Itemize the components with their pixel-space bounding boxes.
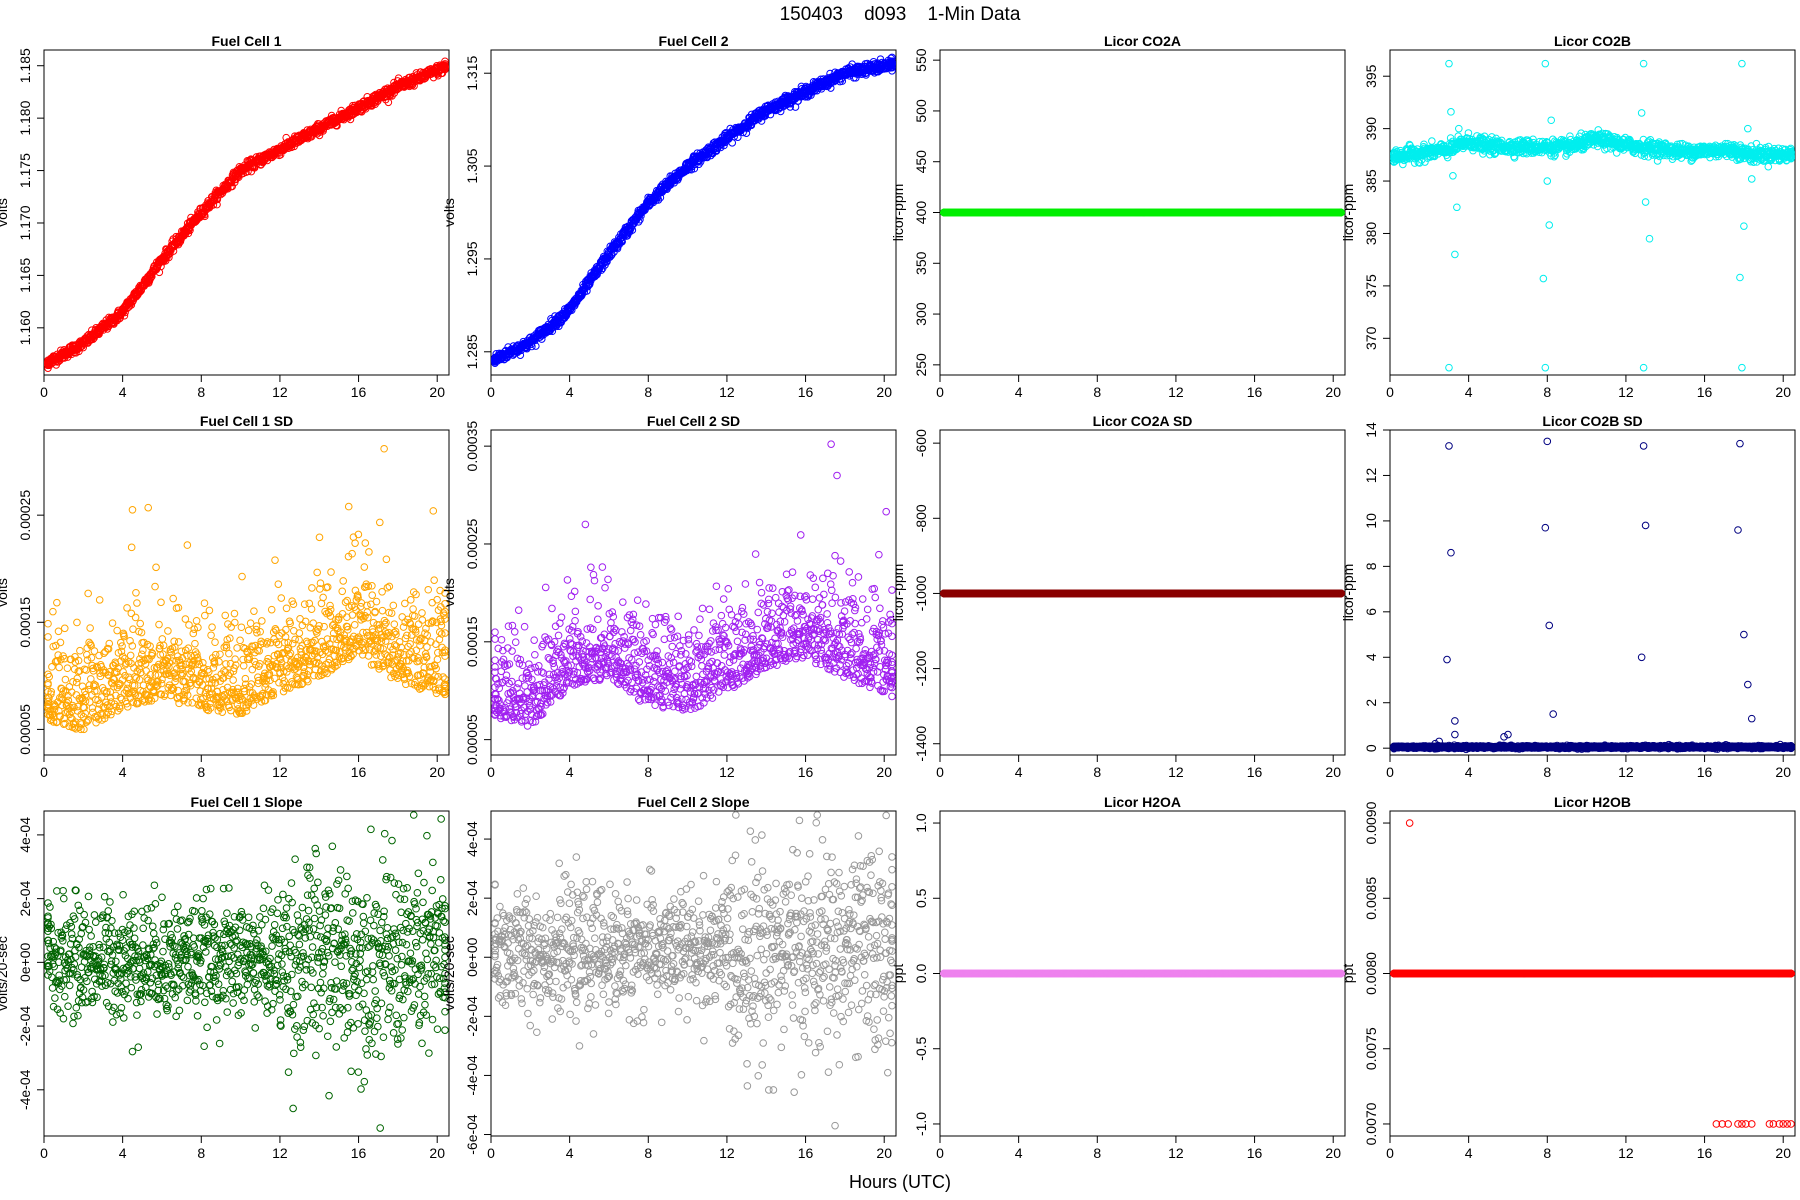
- data-points: [941, 209, 1345, 216]
- y-tick-label: 1.165: [17, 258, 33, 293]
- chart-title: Licor CO2B: [1554, 33, 1631, 49]
- x-tick-label: 16: [351, 384, 367, 400]
- x-tick-label: 4: [1465, 384, 1473, 400]
- x-tick-label: 8: [197, 384, 205, 400]
- data-points: [1391, 60, 1795, 371]
- y-tick-label: 1.160: [17, 310, 33, 345]
- chart-title: Fuel Cell 2: [658, 33, 728, 49]
- x-tick-label: 0: [1386, 384, 1394, 400]
- x-tick-label: 20: [1325, 384, 1341, 400]
- data-point: [1753, 140, 1760, 147]
- y-tick-label: 1.295: [464, 241, 480, 276]
- y-tick-label: 1.285: [464, 334, 480, 369]
- x-tick-label: 0: [40, 384, 48, 400]
- chart-panel: Licor CO2A licor-ppm 0 4 8 12 16 20 250 300 350 400…: [890, 33, 1345, 400]
- x-tick-label: 0: [487, 384, 495, 400]
- x-tick-label: 12: [1618, 384, 1634, 400]
- x-tick-label: 12: [272, 384, 288, 400]
- chart-title: Fuel Cell 1: [211, 33, 281, 49]
- page-title: 150403 d093 1-Min Data: [780, 4, 1021, 25]
- y-tick-label: 390: [1363, 117, 1379, 141]
- x-tick-label: 0: [936, 384, 944, 400]
- y-tick-label: 370: [1363, 326, 1379, 350]
- y-tick-label: 1.305: [464, 148, 480, 183]
- x-tick-label: 20: [1775, 384, 1791, 400]
- data-point: [1765, 163, 1772, 170]
- y-tick-label: 395: [1363, 64, 1379, 88]
- y-tick-label: 300: [913, 302, 929, 326]
- y-tick-label: 380: [1363, 222, 1379, 246]
- y-tick-label: 350: [913, 251, 929, 275]
- y-axis-label: licor-ppm: [890, 184, 906, 242]
- y-tick-label: 375: [1363, 274, 1379, 298]
- plot-frame: [1390, 50, 1795, 375]
- data-points: [492, 54, 896, 366]
- y-tick-label: 1.175: [17, 153, 33, 188]
- chart-title: Licor CO2A: [1104, 33, 1181, 49]
- y-tick-label: 1.170: [17, 205, 33, 240]
- x-tick-label: 8: [1543, 384, 1551, 400]
- x-tick-label: 16: [1247, 384, 1263, 400]
- chart-panel: Fuel Cell 1 volts 0 4 8 12 16 20 1.160 1.165 1.170…: [0, 33, 449, 400]
- x-tick-label: 12: [719, 384, 735, 400]
- y-tick-label: 500: [913, 99, 929, 123]
- x-tick-label: 16: [798, 384, 814, 400]
- x-tick-label: 4: [566, 384, 574, 400]
- y-tick-label: 400: [913, 201, 929, 225]
- x-tick-label: 16: [1697, 384, 1713, 400]
- x-tick-label: 8: [1093, 384, 1101, 400]
- chart-panel: Licor CO2B licor-ppm 0 4 8 12 16 20 370 375 380 385…: [1340, 33, 1795, 400]
- x-tick-label: 20: [876, 384, 892, 400]
- data-point: [729, 140, 736, 147]
- y-tick-label: 450: [913, 150, 929, 174]
- y-tick-label: 385: [1363, 169, 1379, 193]
- y-tick-label: 550: [913, 48, 929, 72]
- x-tick-label: 12: [1168, 384, 1184, 400]
- y-axis-label: volts: [0, 198, 10, 227]
- data-points: [45, 58, 449, 371]
- x-tick-label: 20: [429, 384, 445, 400]
- x-tick-label: 8: [644, 384, 652, 400]
- x-tick-label: 4: [119, 384, 127, 400]
- y-tick-label: 250: [913, 353, 929, 377]
- panels: Fuel Cell 1 volts 0 4 8 12 16 20 1.160 1.165 1.170…: [0, 33, 1795, 1161]
- x-tick-label: 4: [1015, 384, 1023, 400]
- y-axis-label: licor-ppm: [1340, 184, 1356, 242]
- y-tick-label: 1.180: [17, 100, 33, 135]
- y-tick-label: 1.185: [17, 48, 33, 83]
- y-axis-label: volts: [441, 198, 457, 227]
- data-point: [1429, 138, 1436, 145]
- y-tick-label: 1.315: [464, 55, 480, 90]
- chart-panel: Fuel Cell 2 volts 0 4 8 12 16 20 1.285 1.295 1.305…: [441, 33, 896, 400]
